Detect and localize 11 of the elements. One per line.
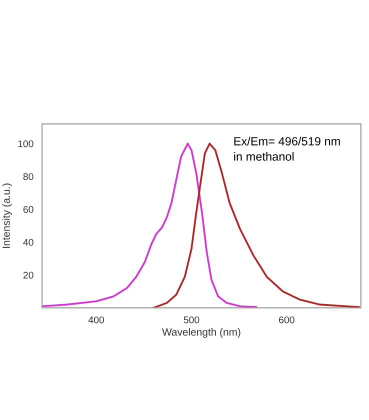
y-tick-label: 80 [23,173,34,180]
x-axis-title: Wavelength (nm) [162,328,240,338]
y-tick-label: 60 [23,206,34,213]
y-tick-label: 100 [18,140,34,148]
annotation: Ex/Em= 496/519 nm in methanol [234,136,340,161]
x-tick-label: 600 [279,316,294,324]
y-axis-title: Intensity (a.u.) [2,184,12,248]
y-tick-label: 40 [23,238,34,246]
x-tick-label: 400 [88,316,104,324]
y-tick-label: 20 [23,272,34,279]
x-tick-label: 500 [184,316,200,324]
